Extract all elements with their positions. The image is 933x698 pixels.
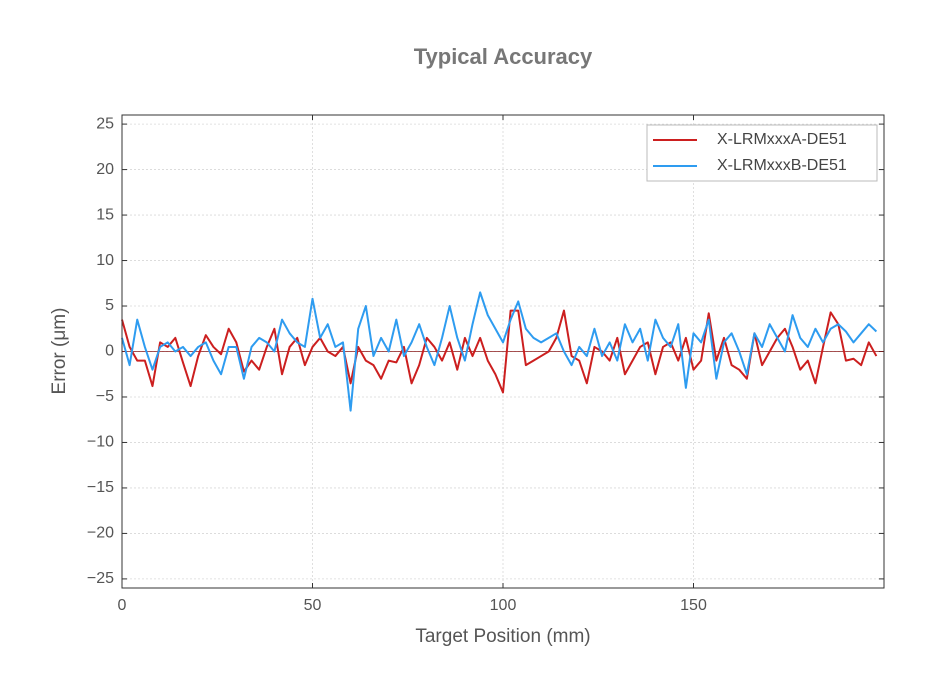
y-tick-label: −20: [87, 525, 114, 542]
x-tick-label: 0: [118, 597, 127, 614]
x-tick-label: 50: [304, 597, 322, 614]
plot-frame: [121, 114, 885, 589]
y-tick-label: −10: [87, 434, 114, 451]
y-tick-label: −25: [87, 570, 114, 587]
x-tick-label: 100: [490, 597, 517, 614]
chart-title: Typical Accuracy: [414, 44, 593, 69]
y-tick-label: −5: [96, 388, 114, 405]
x-tick-label: 150: [680, 597, 707, 614]
y-tick-label: 0: [105, 343, 114, 360]
x-axis-label: Target Position (mm): [415, 626, 590, 647]
legend: X-LRMxxxA-DE51 X-LRMxxxB-DE51: [646, 124, 878, 182]
y-tick-label: 15: [96, 206, 114, 223]
y-tick-label: 10: [96, 252, 114, 269]
y-tick-label: 20: [96, 161, 114, 178]
legend-label: X-LRMxxxB-DE51: [717, 157, 847, 174]
y-tick-label: 5: [105, 297, 114, 314]
y-tick-label: −15: [87, 479, 114, 496]
y-tick-label: 25: [96, 115, 114, 132]
legend-label: X-LRMxxxA-DE51: [717, 131, 847, 148]
legend-box: [646, 124, 878, 182]
data-line: [121, 291, 878, 412]
y-axis-label: Error (μm): [49, 308, 70, 395]
